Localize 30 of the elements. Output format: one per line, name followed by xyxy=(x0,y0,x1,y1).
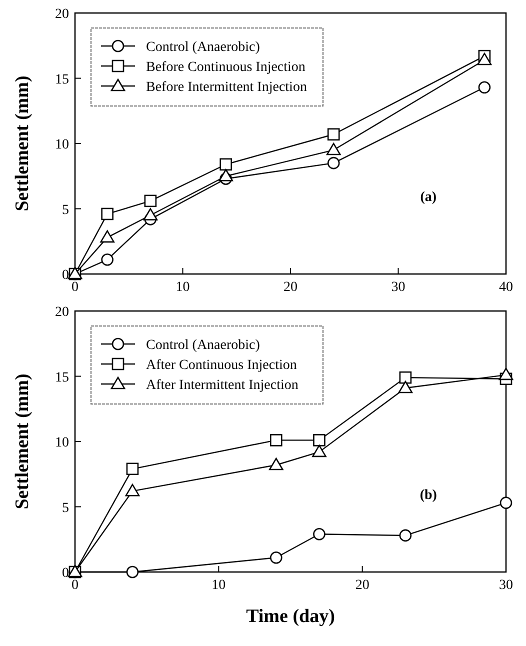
x-tick-label: 20 xyxy=(284,280,298,295)
annotation: (b) xyxy=(420,488,438,503)
y-tick-label: 5 xyxy=(62,202,69,218)
x-tick-label: 30 xyxy=(391,280,406,295)
legend-label: Before Intermittent Injection xyxy=(146,80,307,95)
y-tick-label: 15 xyxy=(55,370,69,386)
legend-label: Control (Anaerobic) xyxy=(146,40,260,55)
x-tick-label: 0 xyxy=(72,280,78,295)
y-tick-label: 15 xyxy=(55,72,69,88)
x-tick-label: 0 xyxy=(72,578,78,593)
x-tick-label: 30 xyxy=(499,578,513,593)
legend-label: After Intermittent Injection xyxy=(146,378,298,393)
x-tick-label: 10 xyxy=(176,280,190,295)
y-axis-title: Settlement (mm) xyxy=(12,374,33,510)
y-tick-label: 0 xyxy=(62,268,69,283)
y-tick-label: 20 xyxy=(55,305,69,320)
x-tick-label: 10 xyxy=(212,578,226,593)
legend-label: Control (Anaerobic) xyxy=(146,338,260,353)
y-axis-title: Settlement (mm) xyxy=(12,76,33,212)
y-tick-label: 20 xyxy=(55,7,69,22)
x-tick-label: 20 xyxy=(355,578,370,593)
annotation: (a) xyxy=(420,190,437,205)
y-tick-label: 0 xyxy=(62,566,69,581)
y-tick-label: 10 xyxy=(55,436,69,450)
y-tick-label: 10 xyxy=(55,138,69,152)
legend-label: After Continuous Injection xyxy=(146,358,297,373)
legend-label: Before Continuous Injection xyxy=(146,60,306,75)
y-tick-label: 5 xyxy=(62,500,69,516)
x-axis-title: Time (day) xyxy=(246,606,335,627)
x-tick-label: 40 xyxy=(499,280,513,295)
